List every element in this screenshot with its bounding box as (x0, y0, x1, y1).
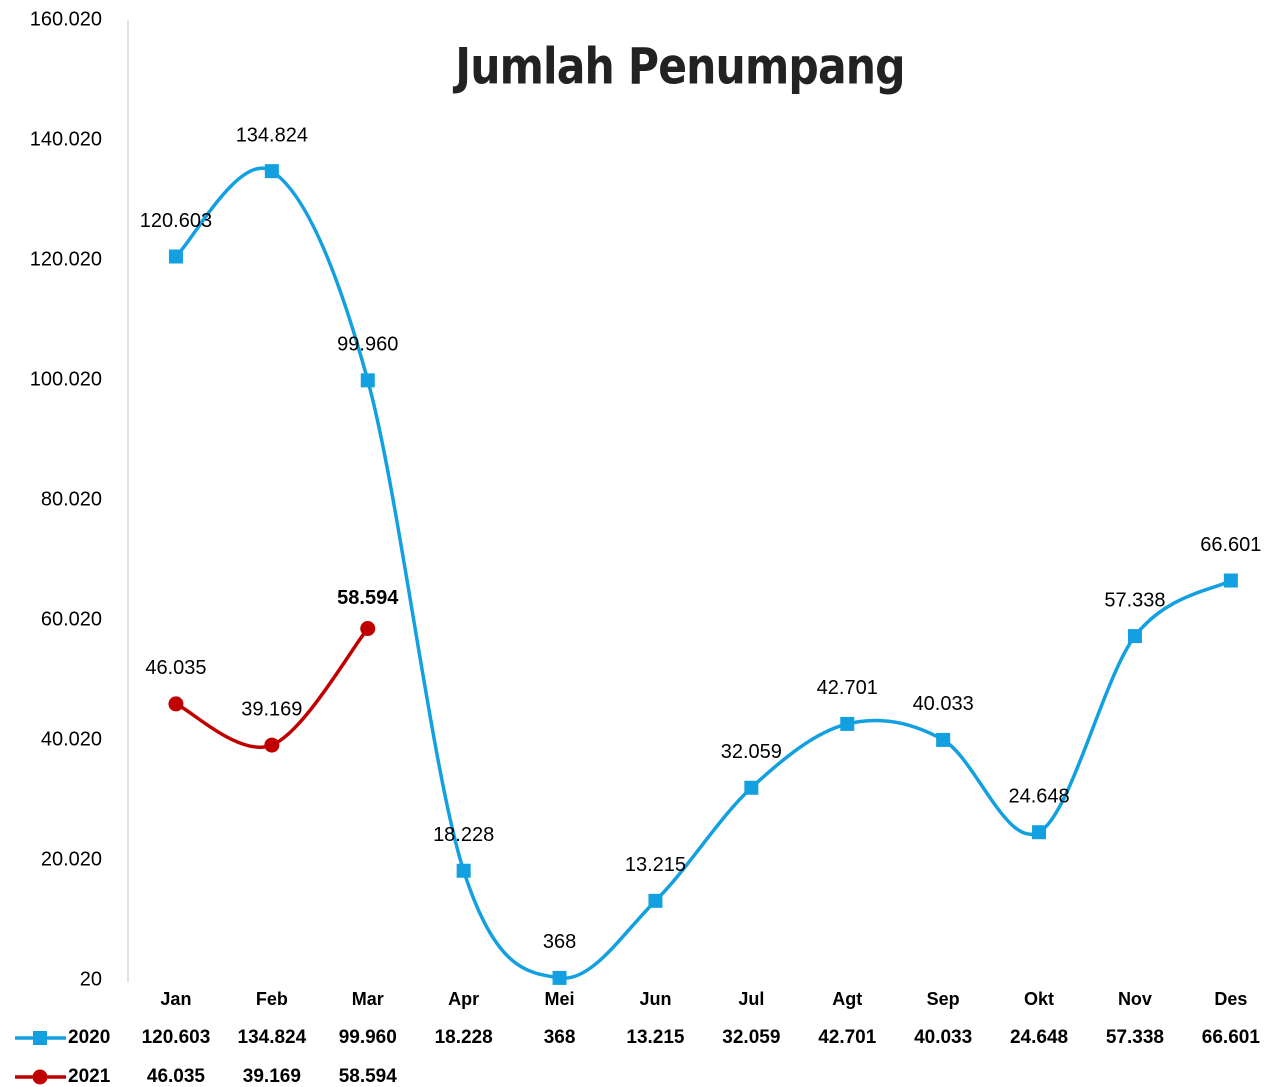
legend-label: 2021 (68, 1066, 111, 1087)
x-tick-label: Nov (1118, 989, 1152, 1009)
table-value: 39.169 (243, 1066, 301, 1087)
y-tick-label: 120.020 (30, 248, 102, 270)
data-label: 24.648 (1008, 786, 1069, 808)
data-label: 39.169 (241, 698, 302, 720)
marker (456, 863, 471, 878)
marker (264, 737, 280, 753)
x-tick-label: Des (1214, 989, 1247, 1009)
x-tick-label: Okt (1024, 989, 1054, 1009)
marker (552, 970, 567, 985)
x-tick-label: Mei (545, 989, 575, 1009)
table-value: 18.228 (435, 1027, 493, 1048)
table-value: 368 (544, 1027, 576, 1048)
table-value: 58.594 (339, 1066, 398, 1087)
data-label: 32.059 (721, 741, 782, 763)
table-value: 40.033 (914, 1027, 972, 1048)
chart-title: Jumlah Penumpang (453, 37, 905, 95)
table-value: 57.338 (1106, 1027, 1164, 1048)
table-value: 46.035 (147, 1066, 206, 1087)
x-tick-label: Mar (352, 989, 384, 1009)
y-tick-label: 80.020 (41, 488, 102, 510)
series-line (174, 166, 1232, 980)
legend-marker (32, 1069, 48, 1085)
table-value: 134.824 (238, 1027, 307, 1048)
marker (648, 893, 663, 908)
marker (840, 716, 855, 731)
x-tick-label: Jan (160, 989, 191, 1009)
legend-marker (33, 1031, 47, 1045)
data-label: 57.338 (1104, 589, 1165, 611)
data-label: 368 (543, 931, 576, 953)
data-label: 18.228 (433, 824, 494, 846)
marker (168, 249, 183, 264)
x-tick-label: Feb (256, 989, 288, 1009)
data-label: 40.033 (913, 693, 974, 715)
table-value: 13.215 (626, 1027, 685, 1048)
x-tick-label: Jul (738, 989, 764, 1009)
data-label: 46.035 (145, 657, 206, 679)
y-tick-label: 40.020 (41, 728, 102, 750)
marker (1032, 825, 1047, 840)
data-label: 134.824 (236, 124, 308, 146)
marker (1127, 629, 1142, 644)
marker (744, 780, 759, 795)
table-value: 120.603 (142, 1027, 211, 1048)
marker (360, 373, 375, 388)
y-tick-label: 60.020 (41, 608, 102, 630)
marker (936, 732, 951, 747)
data-label: 120.603 (140, 210, 212, 232)
data-label: 58.594 (337, 587, 399, 609)
x-tick-label: Apr (448, 989, 479, 1009)
marker (1223, 573, 1238, 588)
y-tick-label: 20 (80, 968, 102, 990)
marker (360, 621, 376, 637)
data-label: 66.601 (1200, 534, 1261, 556)
table-value: 42.701 (818, 1027, 877, 1048)
data-label: 13.215 (625, 854, 686, 876)
marker (264, 164, 279, 179)
table-value: 99.960 (339, 1027, 397, 1048)
y-tick-label: 100.020 (30, 368, 102, 390)
y-tick-label: 140.020 (30, 128, 102, 150)
x-tick-label: Agt (832, 989, 862, 1009)
table-value: 24.648 (1010, 1027, 1068, 1048)
y-tick-label: 20.020 (41, 848, 102, 870)
x-tick-label: Jun (639, 989, 671, 1009)
table-value: 66.601 (1202, 1027, 1261, 1048)
marker (168, 696, 184, 712)
x-tick-label: Sep (927, 989, 960, 1009)
data-label: 42.701 (817, 677, 878, 699)
legend-label: 2020 (68, 1027, 110, 1048)
data-label: 99.960 (337, 334, 398, 356)
series-line (175, 627, 370, 749)
table-value: 32.059 (722, 1027, 780, 1048)
y-tick-label: 160.020 (30, 8, 102, 30)
